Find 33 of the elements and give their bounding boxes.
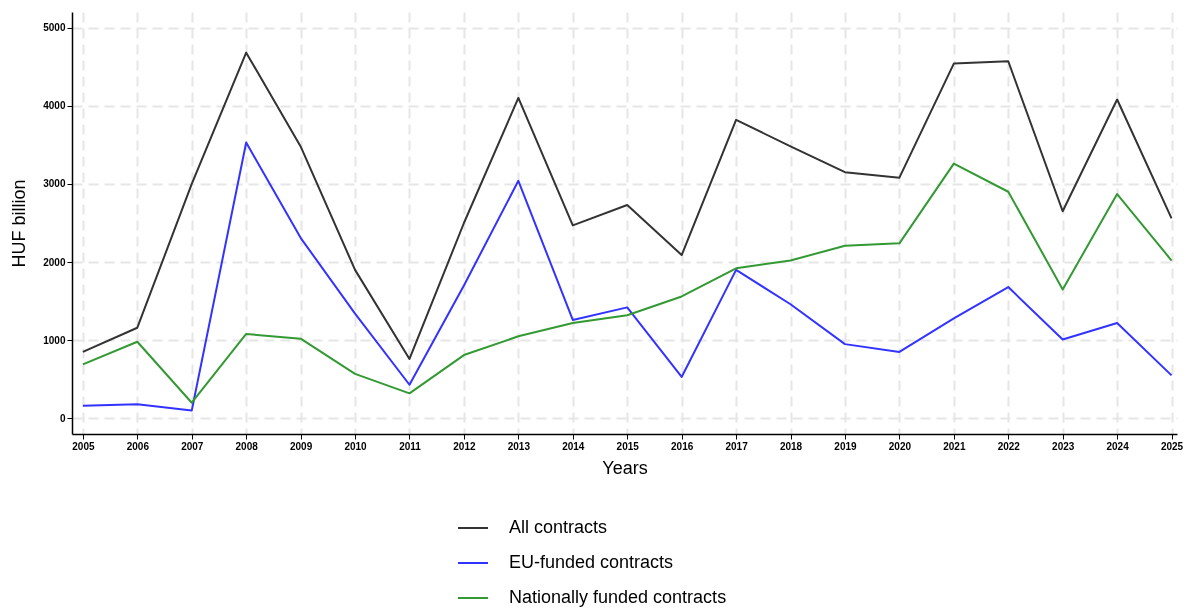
x-tick-label: 2014 — [562, 440, 585, 452]
x-axis-title: Years — [602, 457, 648, 478]
x-tick-label: 2009 — [290, 440, 313, 452]
legend-label: All contracts — [509, 517, 608, 537]
x-tick-label: 2018 — [779, 440, 803, 452]
line-series — [81, 51, 1173, 360]
x-tick-label: 2022 — [997, 440, 1021, 452]
y-tick-label: 3000 — [43, 178, 66, 190]
x-tick-label: 2017 — [725, 440, 749, 452]
x-tick-label: 2015 — [616, 440, 640, 452]
y-tick-label: 2000 — [43, 256, 66, 268]
x-tick-label: 2023 — [1052, 440, 1075, 452]
legend-label: EU-funded contracts — [509, 552, 674, 572]
legend-label: Nationally funded contracts — [509, 587, 727, 607]
x-tick-label: 2020 — [888, 440, 912, 452]
x-tick-label: 2006 — [126, 440, 150, 452]
y-tick-label: 4000 — [43, 100, 66, 112]
y-tick-label: 0 — [59, 412, 66, 424]
x-tick-label: 2024 — [1106, 440, 1130, 452]
x-tick-label: 2010 — [344, 440, 368, 452]
y-tick-label: 1000 — [43, 334, 66, 346]
x-tick-label: 2011 — [399, 440, 422, 452]
x-tick-label: 2007 — [181, 440, 204, 452]
y-tick-label: 5000 — [43, 22, 66, 34]
x-tick-label: 2005 — [72, 440, 95, 452]
x-tick-label: 2021 — [943, 440, 966, 452]
x-tick-label: 2025 — [1160, 440, 1184, 452]
x-tick-label: 2012 — [453, 440, 476, 452]
x-tick-label: 2016 — [671, 440, 694, 452]
x-tick-label: 2008 — [235, 440, 259, 452]
y-axis-title: HUF billion — [9, 179, 30, 268]
x-tick-label: 2013 — [507, 440, 531, 452]
x-tick-label: 2019 — [834, 440, 858, 452]
